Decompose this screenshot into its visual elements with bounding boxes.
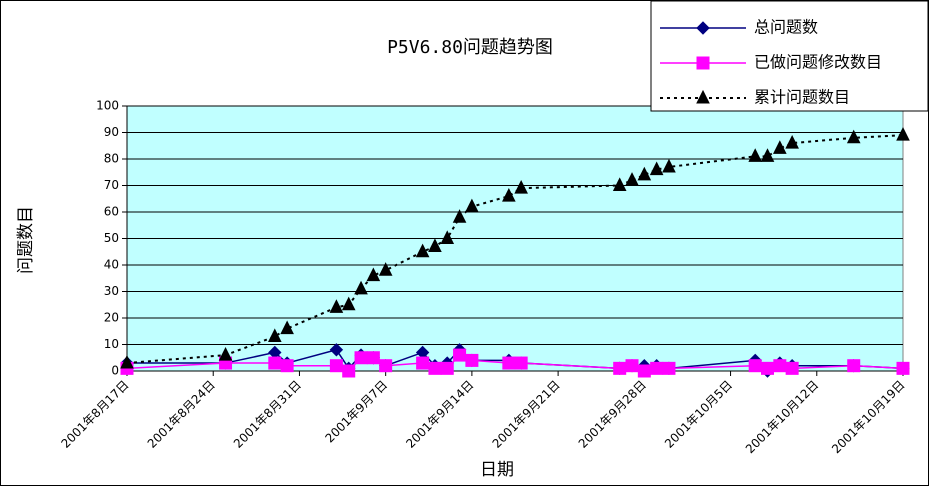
triangle-marker bbox=[366, 267, 381, 282]
triangle-marker bbox=[268, 328, 282, 343]
legend-label: 已做问题修改数目 bbox=[754, 53, 882, 72]
square-marker bbox=[637, 364, 651, 378]
triangle-marker bbox=[846, 129, 861, 144]
triangle-marker bbox=[785, 134, 799, 149]
triangle-marker bbox=[329, 299, 344, 313]
square-marker bbox=[440, 361, 454, 375]
triangle-marker bbox=[637, 166, 652, 181]
triangle-marker bbox=[748, 148, 762, 162]
triangle-marker bbox=[452, 209, 467, 223]
y-tick-label: 100 bbox=[96, 99, 119, 113]
triangle-marker bbox=[280, 320, 294, 335]
y-tick-label: 0 bbox=[111, 364, 119, 378]
triangle-marker bbox=[502, 187, 516, 202]
square-marker bbox=[502, 356, 516, 370]
triangle-marker bbox=[120, 354, 134, 369]
triangle-marker bbox=[612, 177, 627, 191]
diamond-marker bbox=[329, 343, 344, 357]
triangle-marker bbox=[354, 280, 368, 295]
chart-title: P5V6.80问题趋势图 bbox=[387, 37, 553, 58]
y-tick-label: 50 bbox=[104, 231, 119, 245]
diamond-marker bbox=[696, 21, 710, 35]
y-tick-label: 20 bbox=[104, 311, 119, 325]
square-marker bbox=[342, 364, 356, 378]
square-marker bbox=[453, 348, 467, 362]
square-marker bbox=[650, 361, 664, 375]
y-tick-label: 40 bbox=[104, 258, 119, 272]
square-marker bbox=[625, 359, 639, 373]
y-tick-label: 10 bbox=[104, 337, 119, 351]
y-axis-label: 问题数目 bbox=[16, 206, 36, 274]
square-marker bbox=[366, 351, 380, 365]
triangle-marker bbox=[625, 172, 639, 186]
triangle-marker bbox=[649, 161, 664, 176]
triangle-marker bbox=[662, 158, 676, 173]
square-marker bbox=[329, 359, 343, 373]
square-marker bbox=[514, 356, 528, 370]
square-marker bbox=[761, 361, 775, 375]
square-marker bbox=[268, 356, 282, 370]
square-marker bbox=[662, 361, 676, 375]
legend-label: 累计问题数目 bbox=[754, 88, 850, 107]
triangle-marker bbox=[378, 262, 393, 276]
square-marker bbox=[379, 359, 393, 373]
square-marker bbox=[428, 361, 442, 375]
y-tick-label: 30 bbox=[104, 284, 119, 298]
x-axis-label: 日期 bbox=[480, 460, 514, 480]
triangle-marker bbox=[440, 230, 455, 244]
square-marker bbox=[613, 361, 627, 375]
triangle-marker bbox=[341, 296, 356, 311]
square-marker bbox=[280, 359, 294, 373]
triangle-marker bbox=[415, 243, 430, 258]
y-tick-label: 80 bbox=[104, 152, 119, 166]
square-marker bbox=[748, 359, 762, 373]
triangle-marker bbox=[465, 198, 479, 213]
triangle-marker bbox=[773, 140, 787, 154]
triangle-marker bbox=[428, 238, 442, 252]
y-tick-label: 90 bbox=[104, 125, 119, 139]
triangle-marker bbox=[218, 346, 233, 361]
square-marker bbox=[416, 356, 430, 370]
square-marker bbox=[354, 351, 368, 365]
legend-label: 总问题数 bbox=[754, 18, 818, 37]
triangle-marker bbox=[696, 89, 710, 104]
legend-box bbox=[650, 0, 929, 112]
y-tick-label: 70 bbox=[104, 178, 119, 192]
square-marker bbox=[696, 56, 710, 70]
square-marker bbox=[847, 359, 861, 373]
triangle-marker bbox=[760, 148, 775, 162]
square-marker bbox=[785, 361, 799, 375]
y-tick-label: 60 bbox=[104, 205, 119, 219]
triangle-marker bbox=[896, 127, 910, 141]
triangle-marker bbox=[514, 180, 528, 194]
square-marker bbox=[465, 353, 479, 367]
square-marker bbox=[896, 361, 910, 375]
square-marker bbox=[773, 359, 787, 373]
